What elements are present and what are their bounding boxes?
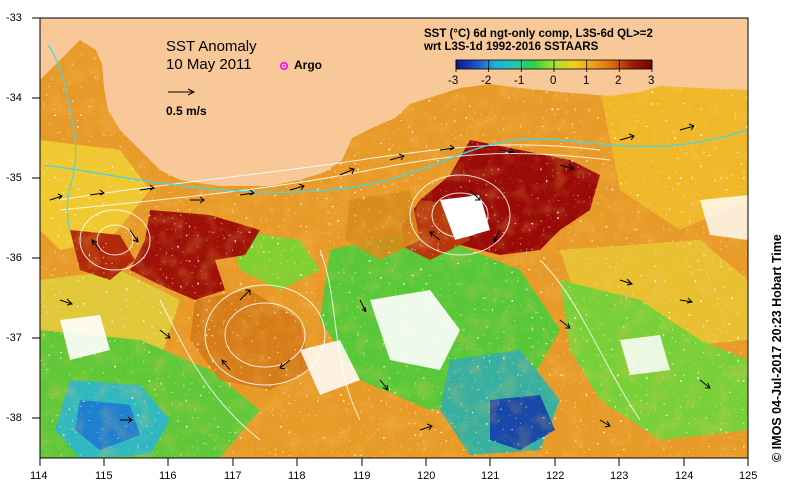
lon-tick-label: 125 bbox=[739, 470, 758, 482]
plot-frame bbox=[39, 17, 749, 459]
velocity-scale-label: 0.5 m/s bbox=[166, 104, 207, 118]
lon-tick-label: 116 bbox=[159, 470, 177, 482]
lon-tick-label: 122 bbox=[546, 470, 565, 482]
lat-tick-label: -34 bbox=[6, 92, 22, 104]
velocity-scale-arrow bbox=[168, 88, 196, 96]
lon-tick-label: 124 bbox=[675, 470, 694, 482]
lon-tick-label: 115 bbox=[95, 470, 113, 482]
leeuwin-current-contour bbox=[44, 129, 748, 193]
velocity-vectors bbox=[49, 123, 711, 431]
map-date: 10 May 2011 bbox=[166, 56, 252, 73]
sst-field bbox=[40, 18, 748, 458]
map-title: SST Anomaly bbox=[166, 38, 257, 55]
lat-tick-label: -35 bbox=[6, 172, 22, 184]
credit-line: © IMOS 04-Jul-2017 20:23 Hobart Time bbox=[770, 234, 784, 462]
lon-tick-label: 119 bbox=[353, 470, 371, 482]
lat-tick-label: -37 bbox=[6, 332, 22, 344]
lon-tick-label: 114 bbox=[30, 470, 48, 482]
lon-tick-label: 120 bbox=[417, 470, 436, 482]
streamline-contours bbox=[59, 144, 641, 441]
lat-tick-label: -36 bbox=[6, 252, 22, 264]
colorbar bbox=[455, 59, 653, 72]
colorbar-tick: 3 bbox=[648, 75, 655, 87]
colorbar-tick: -2 bbox=[481, 75, 492, 87]
lon-tick-label: 117 bbox=[224, 470, 242, 482]
argo-legend-label: Argo bbox=[294, 58, 322, 72]
lat-tick-label: -33 bbox=[6, 12, 22, 24]
colorbar-tick: 1 bbox=[583, 75, 590, 87]
colorbar-tick: 0 bbox=[550, 75, 557, 87]
lon-tick-label: 121 bbox=[481, 470, 500, 482]
reference-climatology: wrt L3S-1d 1992-2016 SSTAARS bbox=[424, 41, 599, 53]
colorbar-tick: -1 bbox=[514, 75, 525, 87]
colorbar-tick: 2 bbox=[615, 75, 622, 87]
lon-tick-label: 123 bbox=[610, 470, 629, 482]
axis-ticks bbox=[32, 17, 749, 466]
lon-tick-label: 118 bbox=[288, 470, 306, 482]
colorbar-tick: -3 bbox=[448, 75, 459, 87]
lat-tick-label: -38 bbox=[6, 412, 22, 424]
product-description: SST (°C) 6d ngt-only comp, L3S-6d QL>=2 bbox=[424, 28, 653, 40]
argo-marker-icon bbox=[279, 61, 288, 70]
